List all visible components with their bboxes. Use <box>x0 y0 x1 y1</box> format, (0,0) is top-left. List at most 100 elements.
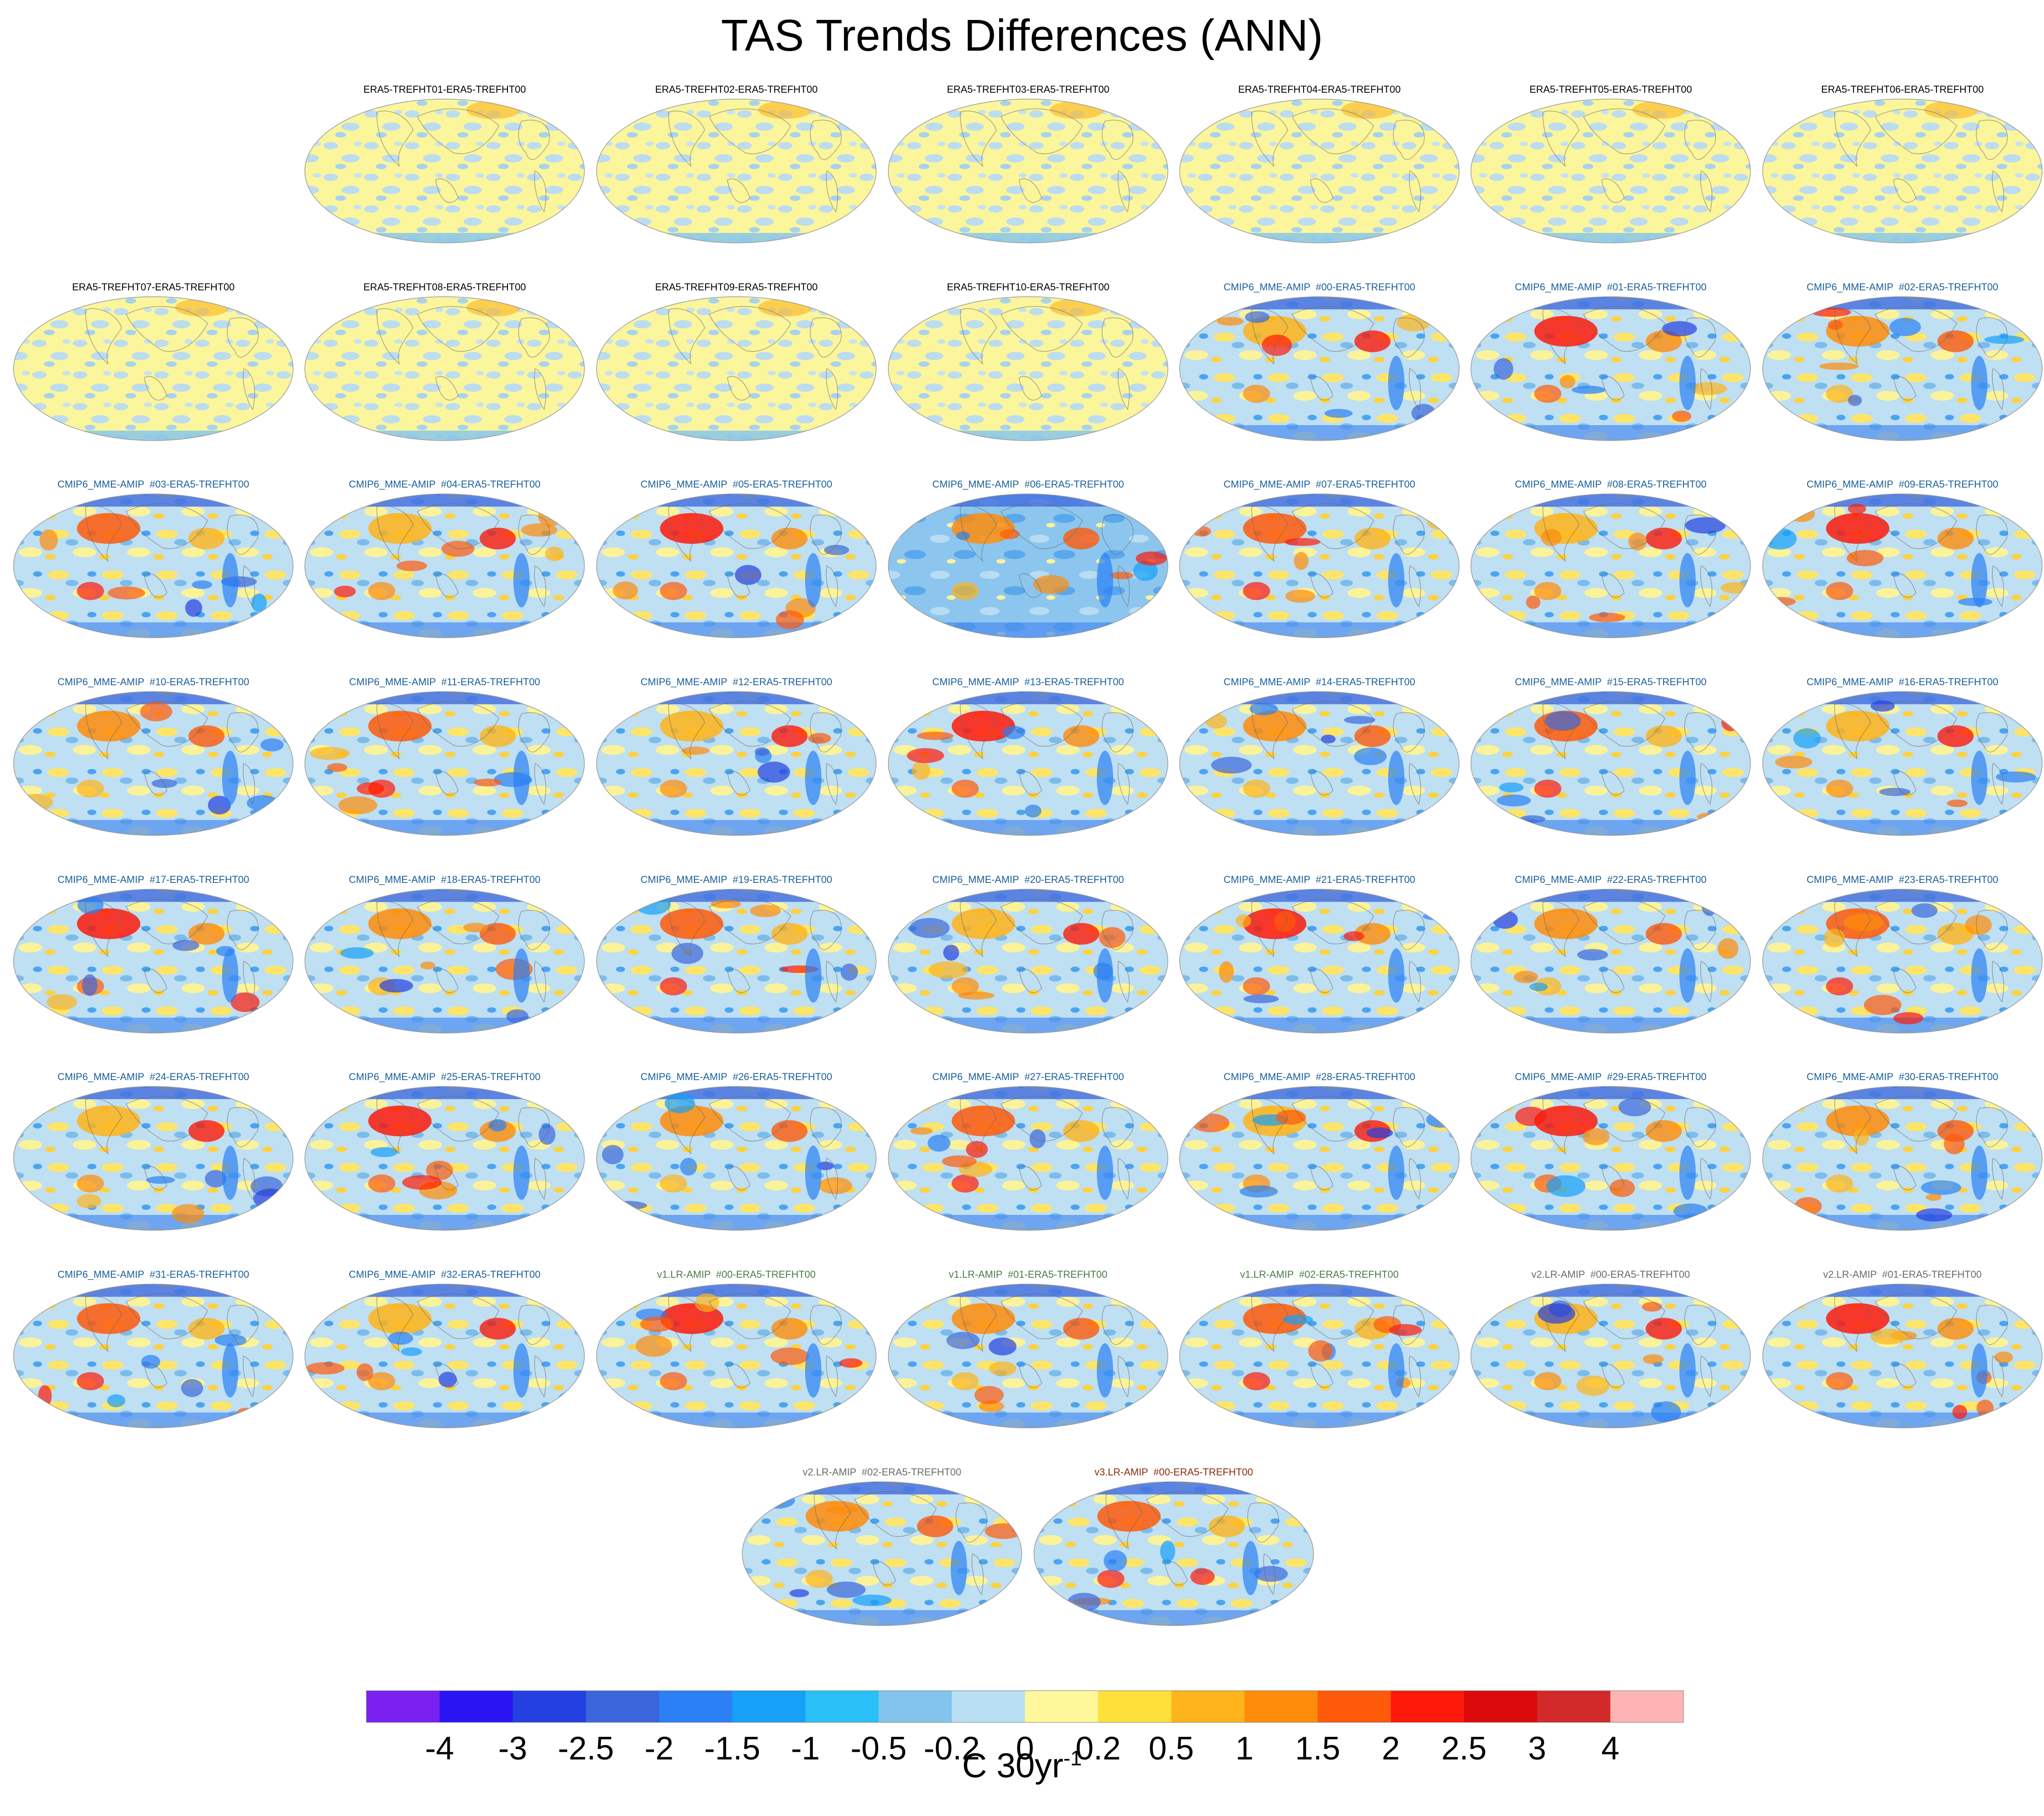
colorbar-tick-label: 3 <box>1528 1731 1546 1767</box>
map-field <box>597 297 876 441</box>
panel-title: CMIP6_MME-AMIP #22-ERA5-TREFHT00 <box>1515 874 1707 885</box>
colorbar-swatch <box>1244 1691 1318 1722</box>
map-panel: CMIP6_MME-AMIP #08-ERA5-TREFHT00 <box>1470 479 1751 638</box>
map-panel: CMIP6_MME-AMIP #05-ERA5-TREFHT00 <box>596 479 877 638</box>
panel-title: ERA5-TREFHT04-ERA5-TREFHT00 <box>1238 84 1400 95</box>
map-panel: CMIP6_MME-AMIP #21-ERA5-TREFHT00 <box>1179 874 1460 1034</box>
map-panel: CMIP6_MME-AMIP #14-ERA5-TREFHT00 <box>1179 676 1460 836</box>
panel-title: ERA5-TREFHT08-ERA5-TREFHT00 <box>363 281 526 293</box>
colorbar-swatch <box>732 1691 806 1722</box>
map-field <box>888 889 1168 1033</box>
map-panel: CMIP6_MME-AMIP #07-ERA5-TREFHT00 <box>1179 479 1460 638</box>
panel-title: CMIP6_MME-AMIP #25-ERA5-TREFHT00 <box>349 1071 541 1082</box>
colorbar-unit-label: C 30yr-1 <box>962 1746 1082 1785</box>
panel-title: CMIP6_MME-AMIP #17-ERA5-TREFHT00 <box>57 874 249 885</box>
map-panel: v3.LR-AMIP #00-ERA5-TREFHT00 <box>1034 1466 1314 1626</box>
panel-title: CMIP6_MME-AMIP #27-ERA5-TREFHT00 <box>932 1071 1124 1082</box>
panel-title: CMIP6_MME-AMIP #01-ERA5-TREFHT00 <box>1515 281 1707 293</box>
map-panel: ERA5-TREFHT08-ERA5-TREFHT00 <box>304 281 585 441</box>
map-field <box>1763 889 2042 1033</box>
colorbar-tick-label: 1 <box>1235 1731 1253 1767</box>
colorbar-swatch <box>1390 1691 1465 1722</box>
map-field <box>888 99 1168 243</box>
map-field <box>305 1086 584 1230</box>
panel-title: CMIP6_MME-AMIP #05-ERA5-TREFHT00 <box>640 479 832 490</box>
map-field <box>305 297 584 441</box>
map-field <box>888 1086 1168 1230</box>
map-panel: CMIP6_MME-AMIP #15-ERA5-TREFHT00 <box>1470 676 1751 836</box>
panel-title: ERA5-TREFHT06-ERA5-TREFHT00 <box>1821 84 1983 95</box>
panel-title: CMIP6_MME-AMIP #28-ERA5-TREFHT00 <box>1224 1071 1415 1082</box>
panel-title: v3.LR-AMIP #00-ERA5-TREFHT00 <box>1095 1466 1253 1478</box>
panel-title: CMIP6_MME-AMIP #20-ERA5-TREFHT00 <box>932 874 1124 885</box>
map-panel: CMIP6_MME-AMIP #19-ERA5-TREFHT00 <box>596 874 877 1034</box>
panel-title: v1.LR-AMIP #00-ERA5-TREFHT00 <box>657 1269 816 1280</box>
colorbar-swatch <box>805 1691 879 1722</box>
map-panel: CMIP6_MME-AMIP #16-ERA5-TREFHT00 <box>1762 676 2043 836</box>
panel-title: CMIP6_MME-AMIP #24-ERA5-TREFHT00 <box>57 1071 249 1082</box>
panel-title: CMIP6_MME-AMIP #31-ERA5-TREFHT00 <box>57 1269 249 1280</box>
map-panel: CMIP6_MME-AMIP #31-ERA5-TREFHT00 <box>13 1269 294 1428</box>
map-field <box>1471 1086 1750 1230</box>
colorbar-swatch <box>1537 1691 1611 1722</box>
panel-title: CMIP6_MME-AMIP #09-ERA5-TREFHT00 <box>1807 479 1998 490</box>
panel-title: CMIP6_MME-AMIP #18-ERA5-TREFHT00 <box>349 874 541 885</box>
map-panel: CMIP6_MME-AMIP #22-ERA5-TREFHT00 <box>1470 874 1751 1034</box>
panel-title: CMIP6_MME-AMIP #10-ERA5-TREFHT00 <box>57 676 249 688</box>
colorbar-tick-label: 0 <box>1016 1731 1034 1767</box>
panel-title: CMIP6_MME-AMIP #19-ERA5-TREFHT00 <box>640 874 832 885</box>
colorbar-swatch <box>1171 1691 1245 1722</box>
panel-title: CMIP6_MME-AMIP #26-ERA5-TREFHT00 <box>640 1071 832 1082</box>
map-field <box>597 889 876 1033</box>
map-panel: CMIP6_MME-AMIP #23-ERA5-TREFHT00 <box>1762 874 2043 1034</box>
map-panel: ERA5-TREFHT07-ERA5-TREFHT00 <box>13 281 294 441</box>
panel-title: CMIP6_MME-AMIP #08-ERA5-TREFHT00 <box>1515 479 1707 490</box>
panel-title: CMIP6_MME-AMIP #06-ERA5-TREFHT00 <box>932 479 1124 490</box>
map-panel: CMIP6_MME-AMIP #03-ERA5-TREFHT00 <box>13 479 294 638</box>
panel-title: CMIP6_MME-AMIP #30-ERA5-TREFHT00 <box>1807 1071 1998 1082</box>
map-field <box>1180 494 1459 638</box>
panel-title: ERA5-TREFHT09-ERA5-TREFHT00 <box>655 281 817 293</box>
map-panel: v2.LR-AMIP #01-ERA5-TREFHT00 <box>1762 1269 2043 1428</box>
map-panel: CMIP6_MME-AMIP #04-ERA5-TREFHT00 <box>304 479 585 638</box>
map-panel: ERA5-TREFHT09-ERA5-TREFHT00 <box>596 281 877 441</box>
colorbar-swatch <box>1318 1691 1391 1722</box>
panel-title: CMIP6_MME-AMIP #23-ERA5-TREFHT00 <box>1807 874 1998 885</box>
map-panel: CMIP6_MME-AMIP #24-ERA5-TREFHT00 <box>13 1071 294 1231</box>
map-panel: CMIP6_MME-AMIP #00-ERA5-TREFHT00 <box>1179 281 1460 441</box>
map-panel: CMIP6_MME-AMIP #11-ERA5-TREFHT00 <box>304 676 585 836</box>
map-field <box>1471 1284 1750 1428</box>
map-panel: ERA5-TREFHT03-ERA5-TREFHT00 <box>888 84 1168 243</box>
map-panel: CMIP6_MME-AMIP #02-ERA5-TREFHT00 <box>1762 281 2043 441</box>
map-panel: v2.LR-AMIP #02-ERA5-TREFHT00 <box>742 1466 1022 1626</box>
panel-title: ERA5-TREFHT03-ERA5-TREFHT00 <box>947 84 1109 95</box>
panel-title: CMIP6_MME-AMIP #16-ERA5-TREFHT00 <box>1807 676 1998 688</box>
map-field <box>305 99 584 243</box>
colorbar-tick-label: -1.5 <box>704 1731 760 1767</box>
map-panel: v1.LR-AMIP #01-ERA5-TREFHT00 <box>888 1269 1168 1428</box>
panel-title: CMIP6_MME-AMIP #07-ERA5-TREFHT00 <box>1224 479 1415 490</box>
panel-title: CMIP6_MME-AMIP #15-ERA5-TREFHT00 <box>1515 676 1707 688</box>
colorbar-swatch <box>878 1691 952 1722</box>
colorbar-swatch <box>512 1691 586 1722</box>
panel-title: CMIP6_MME-AMIP #32-ERA5-TREFHT00 <box>349 1269 541 1280</box>
map-field <box>1180 889 1459 1033</box>
panel-title: v2.LR-AMIP #00-ERA5-TREFHT00 <box>1532 1269 1690 1280</box>
map-field <box>1180 1086 1459 1230</box>
colorbar: -4 -3 -2.5 -2 -1.5 -1 -0.5 -0.2 0 0.2 0.5 1 1.5 2 2.5 3… <box>366 1690 1684 1767</box>
colorbar-swatch <box>1610 1691 1684 1722</box>
map-field <box>305 1284 584 1428</box>
panel-title: v2.LR-AMIP #01-ERA5-TREFHT00 <box>1823 1269 1982 1280</box>
map-field <box>597 494 876 638</box>
panel-title: CMIP6_MME-AMIP #02-ERA5-TREFHT00 <box>1807 281 1998 293</box>
panel-title: ERA5-TREFHT05-ERA5-TREFHT00 <box>1529 84 1692 95</box>
map-panel: CMIP6_MME-AMIP #25-ERA5-TREFHT00 <box>304 1071 585 1231</box>
panel-title: ERA5-TREFHT01-ERA5-TREFHT00 <box>363 84 526 95</box>
map-panel: CMIP6_MME-AMIP #13-ERA5-TREFHT00 <box>888 676 1168 836</box>
map-panel: CMIP6_MME-AMIP #06-ERA5-TREFHT00 <box>888 479 1168 638</box>
map-panel: CMIP6_MME-AMIP #20-ERA5-TREFHT00 <box>888 874 1168 1034</box>
colorbar-swatch <box>1464 1691 1537 1722</box>
map-panel: CMIP6_MME-AMIP #27-ERA5-TREFHT00 <box>888 1071 1168 1231</box>
panel-title: CMIP6_MME-AMIP #00-ERA5-TREFHT00 <box>1224 281 1415 293</box>
